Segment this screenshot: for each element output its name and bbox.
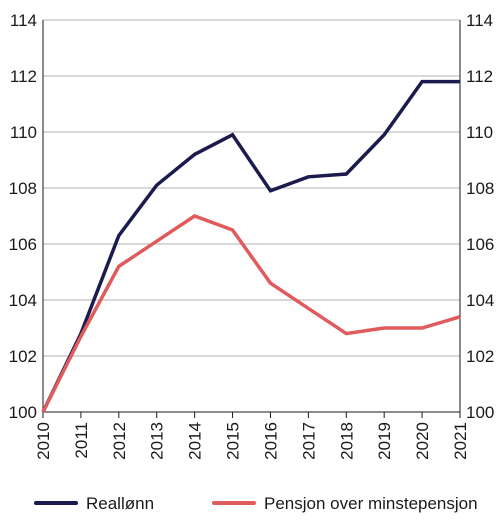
- y-tick-right-106: 106: [466, 235, 494, 254]
- y-tick-left-112: 112: [10, 67, 37, 86]
- legend-label-1: Reallønn: [86, 494, 154, 513]
- y-tick-right-102: 102: [466, 347, 494, 366]
- y-tick-left-110: 110: [10, 123, 37, 142]
- y-tick-right-104: 104: [466, 291, 494, 310]
- y-tick-right-100: 100: [466, 403, 494, 422]
- y-tick-left-100: 100: [9, 403, 37, 422]
- series-line-2: [41, 214, 461, 413]
- y-tick-right-114: 114: [466, 11, 493, 30]
- y-tick-right-108: 108: [466, 179, 494, 198]
- y-axis-right: 100 102 104 106 108 110 112 114: [466, 11, 494, 422]
- x-tick-2019: 2019: [375, 422, 394, 460]
- legend: Reallønn Pensjon over minstepensjon: [34, 494, 478, 513]
- legend-label-2: Pensjon over minstepensjon: [264, 494, 478, 513]
- series-lines: [41, 79, 461, 413]
- y-tick-left-104: 104: [9, 291, 37, 310]
- x-tick-2014: 2014: [186, 422, 205, 460]
- y-axis-left: 100 102 104 106 108 110 112 114: [9, 11, 37, 422]
- x-tick-2018: 2018: [337, 422, 356, 460]
- x-tick-2016: 2016: [261, 422, 280, 460]
- y-tick-right-112: 112: [466, 67, 493, 86]
- x-tick-2021: 2021: [451, 422, 470, 460]
- x-tick-2015: 2015: [224, 422, 243, 460]
- y-tick-left-108: 108: [9, 179, 37, 198]
- x-tick-2013: 2013: [148, 422, 167, 460]
- x-tick-2012: 2012: [110, 422, 129, 460]
- gridlines: [42, 19, 461, 413]
- x-tick-2011: 2011: [72, 422, 91, 459]
- legend-item-1: Reallønn: [34, 494, 154, 513]
- y-tick-left-114: 114: [10, 11, 37, 30]
- legend-item-2: Pensjon over minstepensjon: [212, 494, 478, 513]
- y-tick-left-106: 106: [9, 235, 37, 254]
- x-axis: 2010 2011 2012 2013 2014 2015 2016 2017 2018 2019…: [34, 412, 470, 460]
- x-tick-2017: 2017: [299, 422, 318, 460]
- y-tick-right-110: 110: [466, 123, 493, 142]
- x-tick-2010: 2010: [34, 422, 53, 460]
- series-line-1: [41, 79, 460, 413]
- y-tick-left-102: 102: [9, 347, 37, 366]
- x-tick-2020: 2020: [413, 422, 432, 460]
